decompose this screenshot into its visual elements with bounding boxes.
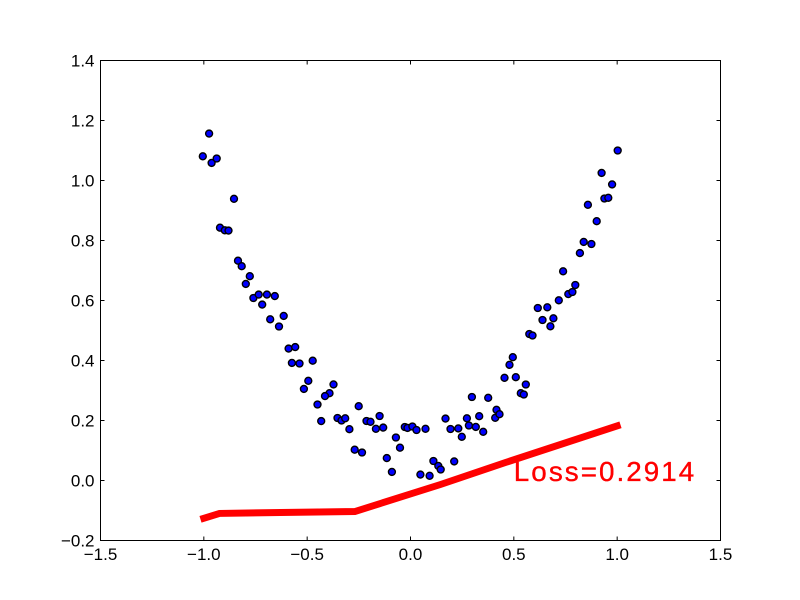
svg-text:1.4: 1.4: [71, 52, 95, 71]
svg-text:0.8: 0.8: [71, 232, 95, 251]
svg-text:−0.2: −0.2: [61, 532, 95, 551]
svg-text:0.5: 0.5: [502, 545, 526, 564]
svg-text:1.5: 1.5: [709, 545, 733, 564]
svg-text:0.0: 0.0: [71, 472, 95, 491]
svg-text:1.2: 1.2: [71, 112, 95, 131]
svg-text:0.4: 0.4: [71, 352, 95, 371]
svg-text:1.0: 1.0: [71, 172, 95, 191]
svg-text:0.6: 0.6: [71, 292, 95, 311]
svg-text:−1.0: −1.0: [187, 545, 221, 564]
svg-text:−1.5: −1.5: [84, 545, 118, 564]
svg-text:0.2: 0.2: [71, 412, 95, 431]
svg-text:0.0: 0.0: [399, 545, 423, 564]
svg-text:Loss=0.2914: Loss=0.2914: [514, 456, 697, 487]
svg-text:1.0: 1.0: [605, 545, 629, 564]
svg-text:−0.5: −0.5: [290, 545, 324, 564]
